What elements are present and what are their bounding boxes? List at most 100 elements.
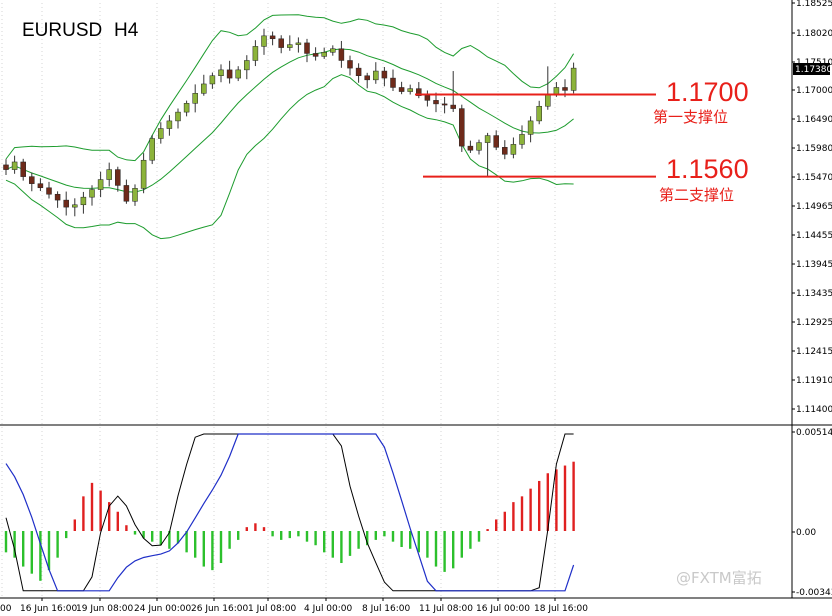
candle-bullish <box>476 142 482 151</box>
candle-bullish <box>166 120 173 129</box>
macd-tick-label: -0.00343 <box>796 588 832 598</box>
macd-bar-negative <box>219 531 223 564</box>
price-tick-label: 1.12925 <box>796 318 832 328</box>
candle-bearish <box>424 95 431 101</box>
macd-panel <box>4 433 575 592</box>
candle-bullish <box>407 88 413 92</box>
candle-bearish <box>29 176 35 184</box>
macd-bar-negative <box>211 531 214 571</box>
price-tick-label: 1.12415 <box>796 347 832 357</box>
chart-title-timeframe: H4 <box>114 20 139 41</box>
bollinger-upper-band <box>5 14 575 162</box>
candle-bearish <box>3 164 9 170</box>
macd-tick-label: 0.0051425 <box>796 428 832 438</box>
macd-bar-positive <box>538 480 541 531</box>
macd-bar-negative <box>434 531 438 567</box>
macd-bar-negative <box>4 531 8 553</box>
candle-bearish <box>123 185 130 202</box>
macd-bar-negative <box>56 531 59 558</box>
macd-bar-negative <box>348 531 352 556</box>
time-tick-label: 18 Jul 16:00 <box>534 604 588 614</box>
candle-bullish <box>519 134 525 145</box>
candle-bearish <box>54 193 61 201</box>
chart-title-symbol: EURUSD <box>22 20 102 41</box>
macd-bar-positive <box>503 511 506 531</box>
macd-bar-positive <box>125 525 128 531</box>
macd-bar-negative <box>452 531 455 569</box>
candle-bullish <box>72 204 78 208</box>
macd-bar-negative <box>176 531 180 544</box>
candle-bullish <box>97 179 104 190</box>
macd-bar-negative <box>417 531 420 553</box>
macd-bar-negative <box>237 531 240 540</box>
macd-bar-negative <box>460 531 463 558</box>
macd-bar-negative <box>331 531 334 558</box>
support-level-1-caption: 第一支撑位 <box>653 108 728 126</box>
candle-bearish <box>467 145 474 151</box>
candle-bearish <box>37 183 44 189</box>
bollinger-lower-band <box>5 74 574 240</box>
time-tick-label: 16 Jul 00:00 <box>476 604 530 614</box>
macd-signal-line <box>5 433 575 592</box>
candle-bullish <box>201 83 207 94</box>
macd-bar-negative <box>22 531 25 567</box>
macd-bar-positive <box>495 519 498 531</box>
candle-bearish <box>433 100 439 105</box>
macd-bar-negative <box>340 531 343 564</box>
candle-bullish <box>80 196 87 206</box>
macd-bar-negative <box>271 531 274 537</box>
support-level-2-caption: 第二支撑位 <box>659 186 734 204</box>
support-level-1-value: 1.1700 <box>666 77 749 107</box>
candle-bearish <box>115 169 121 186</box>
candle-bearish <box>63 199 69 208</box>
macd-bar-negative <box>65 531 68 539</box>
candle-bullish <box>252 46 259 61</box>
candle-bearish <box>278 38 284 48</box>
macd-bar-positive <box>546 473 549 531</box>
candle-bearish <box>416 88 422 96</box>
current-price-badge <box>793 63 830 75</box>
price-tick-label: 1.13945 <box>796 260 832 270</box>
candle-bearish <box>46 187 52 195</box>
macd-bar-positive <box>520 496 524 531</box>
price-tick-label: 1.16490 <box>796 115 832 125</box>
candle-bullish <box>106 169 112 180</box>
candle-bullish <box>484 135 491 143</box>
candle-bullish <box>11 161 18 170</box>
macd-bar-negative <box>288 531 291 539</box>
macd-bar-negative <box>133 531 137 535</box>
macd-bar-negative <box>443 531 446 572</box>
macd-bar-negative <box>374 531 377 540</box>
macd-bar-negative <box>314 531 317 546</box>
candle-bearish <box>226 69 233 79</box>
candle-bullish <box>570 67 577 91</box>
macd-bar-positive <box>529 488 532 531</box>
candlesticks <box>3 28 577 217</box>
macd-bar-positive <box>486 529 489 531</box>
candle-bullish <box>330 48 336 53</box>
time-tick-label: 4 Jul 00:00 <box>304 604 353 614</box>
candle-bullish <box>192 93 198 104</box>
time-tick-label-partial: 00 <box>0 604 12 614</box>
candle-bearish <box>562 87 568 91</box>
candle-bullish <box>132 188 138 202</box>
candle-bullish <box>140 159 147 189</box>
candle-bullish <box>183 103 190 113</box>
price-tick-label: 1.11400 <box>796 405 832 415</box>
macd-bar-positive <box>82 496 85 531</box>
candle-bearish <box>450 104 456 109</box>
macd-bar-negative <box>185 531 188 553</box>
macd-bar-negative <box>159 531 162 546</box>
price-tick-label: 1.15470 <box>796 173 832 183</box>
price-tick-label: 1.18020 <box>796 29 832 39</box>
candle-bullish <box>218 69 224 76</box>
candle-bearish <box>493 135 499 148</box>
candle-bullish <box>175 111 181 122</box>
candle-bullish <box>545 94 551 107</box>
macd-bar-negative <box>357 531 360 549</box>
candle-bullish <box>287 44 293 48</box>
macd-bar-positive <box>512 502 515 531</box>
